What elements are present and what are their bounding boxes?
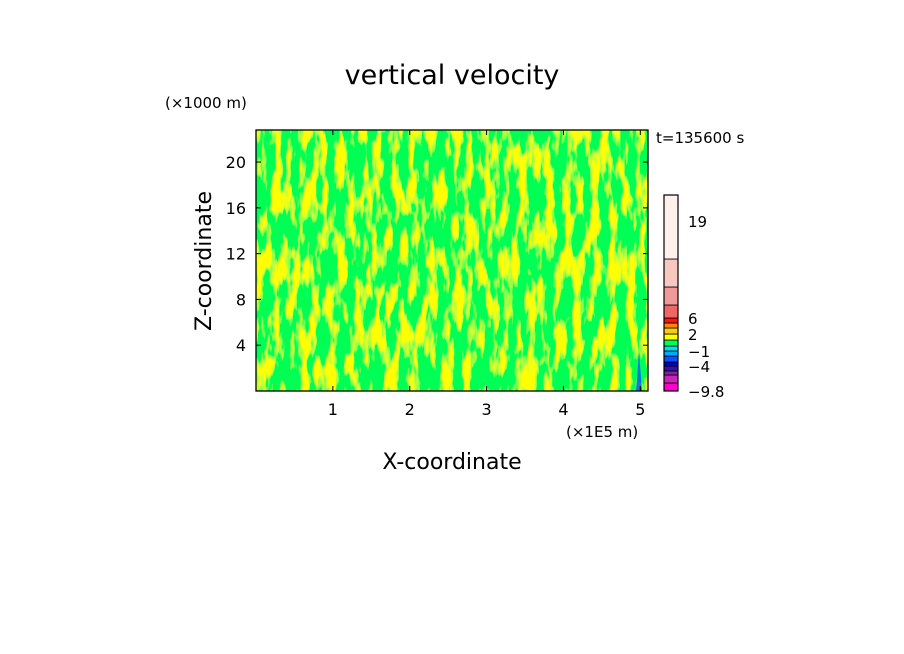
colorbar-segment [663,258,679,288]
contour-field [256,130,648,391]
colorbar-segment [663,370,679,376]
colorbar-frame [663,194,679,392]
colorbar-segment [663,333,679,341]
y-axis-title: Z-coordinate [192,191,217,331]
colorbar-segment [663,339,679,347]
x-tick-label: 5 [635,400,645,419]
y-tick-label: 4 [236,336,246,355]
colorbar-tick-label: 2 [688,326,698,344]
colorbar-tick-label: −9.8 [688,383,724,401]
colorbar-segment [663,374,679,384]
colorbar-segment [663,365,679,372]
x-tick-label: 3 [481,400,491,419]
colorbar-segment [663,350,679,357]
colorbar-segment [663,322,679,329]
y-tick-label: 20 [226,153,246,172]
colorbar-tick-label: −4 [688,358,710,376]
x-tick-label: 2 [405,400,415,419]
time-label: t=135600 s [656,129,744,147]
x-tick-label: 1 [328,400,338,419]
colorbar-segment [663,355,679,363]
y-axis-ticks: 4 8 12 16 20 [226,153,648,355]
colorbar-tick-label: −1 [688,343,710,361]
y-tick-label: 12 [226,245,246,264]
colorbar-segment [663,361,679,367]
y-tick-label: 8 [236,290,246,309]
y-tick-label: 16 [226,199,246,218]
colorbar-tick-label: 19 [688,213,707,231]
colorbar-segment [663,382,679,392]
colorbar-tick-label: 6 [688,310,698,328]
x-tick-label: 4 [558,400,568,419]
colorbar-segment [663,345,679,352]
y-unit-label: (×1000 m) [165,94,247,112]
x-axis-ticks: 1 2 3 4 5 [328,130,645,419]
colorbar-segment [663,194,679,260]
x-axis-title: X-coordinate [382,450,521,475]
x-unit-label: (×1E5 m) [566,423,638,441]
colorbar-segment [663,304,679,319]
colorbar-segment [663,327,679,335]
colorbar-segment [663,317,679,324]
colorbar: 19 62−1−4 −9.8 [663,194,724,401]
plot-frame [255,129,649,392]
chart-title: vertical velocity [345,60,560,91]
colorbar-segment [663,286,679,306]
